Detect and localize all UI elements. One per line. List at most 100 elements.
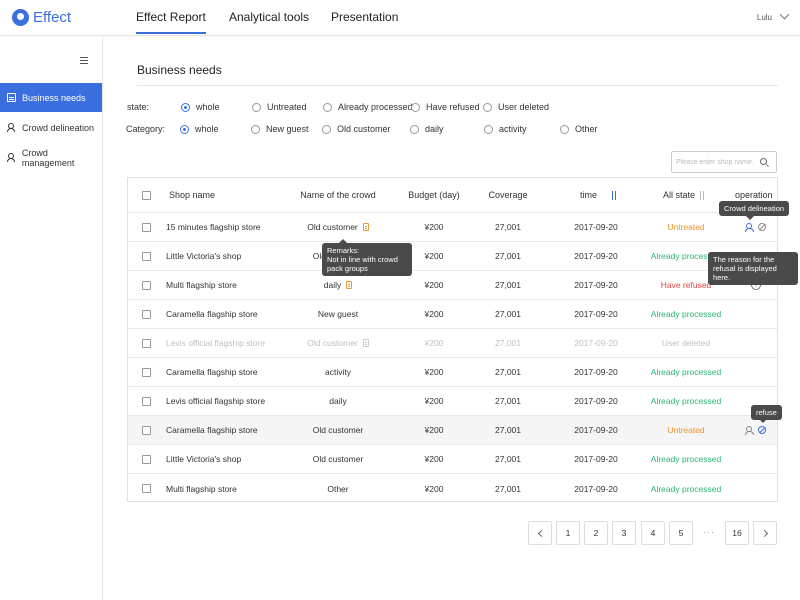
row-checkbox[interactable] (142, 280, 151, 290)
row-checkbox[interactable] (142, 396, 151, 406)
category-radio-old-customer[interactable]: Old customer (322, 124, 391, 134)
budget-cell: ¥200 (424, 483, 444, 494)
tooltip-arrow (339, 239, 347, 243)
page-button-last[interactable]: 16 (725, 521, 749, 545)
top-bar: Effect Effect Report Analytical tools Pr… (0, 0, 800, 36)
budget-cell: ¥200 (424, 425, 444, 435)
category-radio-daily[interactable]: daily (410, 124, 444, 134)
table-row: 15 minutes flagship store Old customer ¥20… (128, 213, 777, 242)
row-checkbox[interactable] (142, 338, 151, 348)
crowd-delineation-icon[interactable] (745, 425, 755, 435)
row-checkbox[interactable] (142, 454, 151, 464)
page-button[interactable]: 2 (584, 521, 608, 545)
page-button[interactable]: 3 (612, 521, 636, 545)
radio-icon (560, 124, 569, 134)
category-radio-activity[interactable]: activity (484, 124, 527, 134)
tab-effect-report[interactable]: Effect Report (136, 10, 206, 34)
sidebar-item-crowd-management[interactable]: Crowd management (0, 143, 102, 172)
menu-icon[interactable] (80, 57, 88, 64)
crowd-delineation-icon[interactable] (745, 222, 755, 232)
status-badge: Already processed (650, 309, 722, 319)
budget-cell: ¥200 (424, 396, 444, 406)
prev-page-button[interactable] (528, 521, 552, 545)
logo[interactable]: Effect (12, 9, 71, 26)
table-header: Shop name Name of the crowd Budget (day)… (128, 178, 777, 213)
time-cell: 2017-09-20 (574, 425, 618, 435)
refuse-icon[interactable] (758, 426, 766, 434)
shop-name-cell: Caramella flagship store (166, 309, 258, 319)
state-radio-whole[interactable]: whole (181, 102, 220, 112)
row-checkbox[interactable] (142, 251, 151, 261)
radio-icon (180, 124, 189, 134)
app-name: Effect (33, 9, 72, 26)
radio-label: Other (575, 124, 598, 134)
row-checkbox[interactable] (142, 309, 151, 319)
time-cell: 2017-09-20 (574, 396, 618, 406)
status-badge: Already processed (650, 483, 722, 494)
state-radio-have-refused[interactable]: Have refused (411, 102, 480, 112)
chevron-down-icon[interactable] (779, 9, 790, 20)
crowd-name: Old customer (307, 222, 358, 232)
radio-label: User deleted (498, 102, 550, 112)
column-header-budget: Budget (day) (408, 190, 460, 200)
tab-analytical-tools[interactable]: Analytical tools (229, 10, 310, 24)
table-row: Multi flagship store daily ¥200 27,001 2017-… (128, 271, 777, 300)
search-input[interactable] (676, 155, 760, 169)
time-cell: 2017-09-20 (574, 454, 618, 464)
crowd-cell: activity (288, 358, 388, 386)
sidebar-item-business-needs[interactable]: Business needs (0, 83, 102, 112)
page-button[interactable]: 1 (556, 521, 580, 545)
user-name[interactable]: Lulu (756, 13, 772, 22)
column-header-shop-name: Shop name (169, 190, 216, 200)
doc-icon (7, 93, 16, 102)
time-cell: 2017-09-20 (574, 367, 618, 377)
state-radio-user-deleted[interactable]: User deleted (483, 102, 549, 112)
status-badge: Already processed (650, 367, 722, 377)
table-row: Caramella flagship store Old customer ¥200… (128, 416, 777, 445)
state-radio-untreated[interactable]: Untreated (252, 102, 307, 112)
coverage-cell: 27,001 (495, 338, 521, 348)
remarks-icon[interactable] (346, 281, 353, 289)
state-filter-label: state: (127, 102, 150, 112)
status-badge: Already processed (650, 396, 722, 406)
table-row: Levis official flagship store Old custome… (128, 329, 777, 358)
status-badge: Untreated (667, 425, 705, 435)
select-all-checkbox[interactable] (142, 190, 151, 200)
row-checkbox[interactable] (142, 484, 151, 493)
state-radio-already-processed[interactable]: Already processed (323, 102, 413, 112)
sort-icon[interactable] (699, 190, 706, 200)
budget-cell: ¥200 (424, 309, 444, 319)
shop-name-cell: Caramella flagship store (166, 425, 258, 435)
coverage-cell: 27,001 (495, 367, 521, 377)
coverage-cell: 27,001 (495, 222, 521, 232)
row-checkbox[interactable] (142, 367, 151, 377)
crowd-cell: daily (288, 387, 388, 415)
sidebar-item-crowd-delineation[interactable]: Crowd delineation (0, 113, 102, 142)
budget-cell: ¥200 (424, 454, 444, 464)
sidebar: Business needs Crowd delineation Crowd m… (0, 37, 103, 600)
people-settings-icon (7, 153, 16, 162)
status-badge: Untreated (667, 222, 705, 232)
remarks-icon[interactable] (362, 223, 369, 231)
sort-icon[interactable] (611, 190, 618, 200)
remarks-icon[interactable] (362, 339, 369, 347)
category-radio-whole[interactable]: whole (180, 124, 219, 134)
page-button[interactable]: 5 (669, 521, 693, 545)
row-checkbox[interactable] (142, 222, 151, 232)
radio-label: Have refused (426, 102, 480, 112)
radio-label: whole (196, 102, 220, 112)
next-page-button[interactable] (753, 521, 777, 545)
refuse-icon[interactable] (758, 223, 766, 231)
crowd-name: daily (323, 280, 342, 290)
category-radio-other[interactable]: Other (560, 124, 598, 134)
crowd-name: Old customer (307, 338, 358, 348)
time-cell: 2017-09-20 (574, 251, 618, 261)
coverage-cell: 27,001 (495, 309, 521, 319)
radio-icon (322, 124, 331, 134)
budget-cell: ¥200 (424, 367, 444, 377)
page-button[interactable]: 4 (641, 521, 665, 545)
tab-presentation[interactable]: Presentation (331, 10, 399, 24)
category-radio-new-guest[interactable]: New guest (251, 124, 309, 134)
row-checkbox[interactable] (142, 425, 151, 435)
search-icon[interactable] (760, 158, 767, 165)
